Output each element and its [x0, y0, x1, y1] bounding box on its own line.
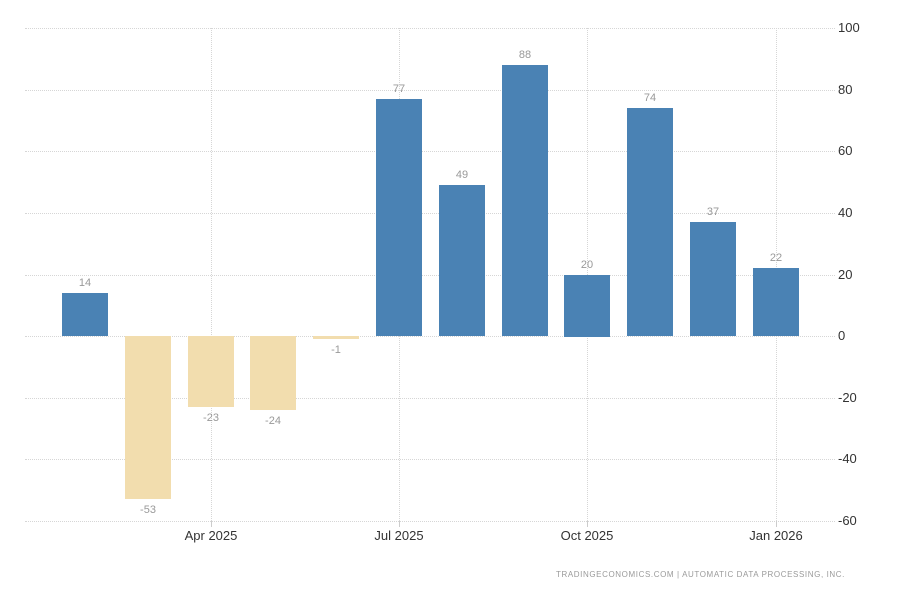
- vertical-gridline: [587, 28, 588, 521]
- x-axis-tick-mark: [211, 521, 212, 527]
- y-axis-tick-label: 20: [838, 267, 853, 282]
- bar[interactable]: [376, 99, 422, 336]
- bar-value-label: 49: [455, 169, 469, 181]
- bar[interactable]: [125, 336, 171, 499]
- attribution-text: TRADINGECONOMICS.COM | AUTOMATIC DATA PR…: [555, 570, 845, 579]
- bar[interactable]: [439, 185, 485, 336]
- bar-value-label: -24: [265, 415, 281, 427]
- y-axis-tick-label: 100: [838, 20, 860, 35]
- y-axis-tick-label: 0: [838, 328, 846, 343]
- bar[interactable]: [502, 65, 548, 336]
- bar[interactable]: [690, 222, 736, 336]
- x-axis-tick-mark: [587, 521, 588, 527]
- x-axis-tick-label: Jul 2025: [374, 528, 424, 543]
- vertical-gridline: [211, 28, 212, 521]
- x-axis-tick-mark: [776, 521, 777, 527]
- y-axis-tick-label: 80: [838, 82, 853, 97]
- x-axis-tick-label: Apr 2025: [184, 528, 238, 543]
- bar[interactable]: [188, 336, 234, 407]
- bar-value-label: 20: [580, 259, 594, 271]
- x-axis-tick-label: Jan 2026: [749, 528, 803, 543]
- y-axis-tick-label: -20: [838, 390, 857, 405]
- bar[interactable]: [753, 268, 799, 336]
- horizontal-gridline: [25, 151, 835, 152]
- bar-value-label: 22: [769, 252, 783, 264]
- y-axis-tick-label: -60: [838, 513, 857, 528]
- horizontal-gridline: [25, 459, 835, 460]
- horizontal-gridline: [25, 336, 835, 337]
- bar[interactable]: [250, 336, 296, 410]
- y-axis-tick-label: -40: [838, 451, 857, 466]
- bar-value-label: -53: [140, 504, 156, 516]
- bar[interactable]: [627, 108, 673, 336]
- bar-value-label: 77: [392, 83, 406, 95]
- x-axis-tick-label: Oct 2025: [560, 528, 614, 543]
- y-axis-tick-label: 40: [838, 205, 853, 220]
- x-axis-tick-mark: [399, 521, 400, 527]
- horizontal-gridline: [25, 521, 835, 522]
- horizontal-gridline: [25, 213, 835, 214]
- horizontal-gridline: [25, 90, 835, 91]
- bar-value-label: 37: [706, 206, 720, 218]
- horizontal-gridline: [25, 28, 835, 29]
- horizontal-gridline: [25, 398, 835, 399]
- y-axis-tick-label: 60: [838, 143, 853, 158]
- bar-value-label: -1: [331, 344, 341, 356]
- bar-value-label: 74: [643, 92, 657, 104]
- horizontal-gridline: [25, 275, 835, 276]
- bar[interactable]: [62, 293, 108, 336]
- bar-value-label: 88: [518, 49, 532, 61]
- bar-value-label: 14: [78, 277, 92, 289]
- bar[interactable]: [564, 275, 610, 337]
- bar-value-label: -23: [203, 412, 219, 424]
- bar[interactable]: [313, 336, 359, 339]
